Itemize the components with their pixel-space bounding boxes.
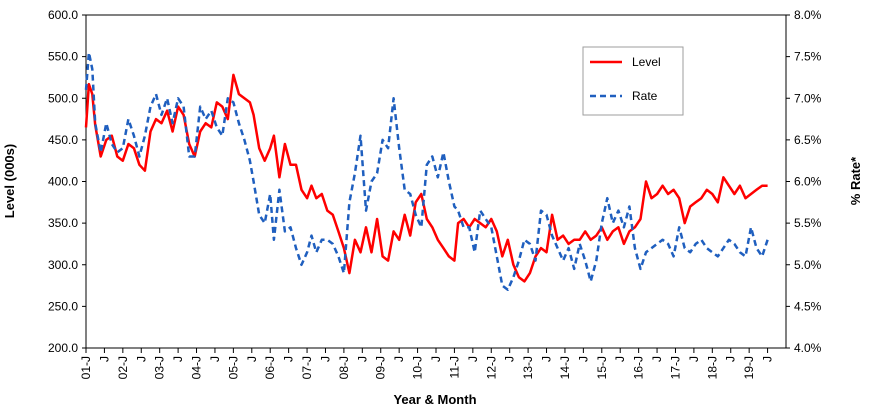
right-tick-label: 5.0% bbox=[794, 258, 822, 272]
x-tick-label: J bbox=[687, 356, 701, 362]
x-tick-label: J bbox=[282, 356, 296, 362]
left-axis: 200.0 250.0 300.0 350.0 400.0 450.0 500.0 550.0… bbox=[48, 8, 86, 355]
left-axis-title: Level (000s) bbox=[2, 144, 17, 218]
x-tick-label: 06-J bbox=[263, 356, 277, 379]
x-axis-title: Year & Month bbox=[393, 392, 476, 407]
left-tick-label: 500.0 bbox=[48, 91, 78, 105]
left-tick-label: 350.0 bbox=[48, 216, 78, 230]
x-tick-label: 05-J bbox=[226, 356, 240, 379]
right-axis: 4.0% 4.5% 5.0% 5.5% 6.0% 6.5% 7.0% 7.5% 8.0% bbox=[786, 8, 822, 355]
x-tick-label: J bbox=[208, 356, 222, 362]
right-tick-label: 8.0% bbox=[794, 8, 822, 22]
right-tick-label: 4.0% bbox=[794, 341, 822, 355]
x-tick-label: J bbox=[613, 356, 627, 362]
x-tick-label: 03-J bbox=[153, 356, 167, 379]
x-tick-label: J bbox=[540, 356, 554, 362]
left-tick-label: 400.0 bbox=[48, 175, 78, 189]
left-tick-label: 250.0 bbox=[48, 299, 78, 313]
x-tick-label: 09-J bbox=[374, 356, 388, 379]
x-tick-label: 04-J bbox=[190, 356, 204, 379]
x-tick-label: 07-J bbox=[300, 356, 314, 379]
x-tick-label: 14-J bbox=[558, 356, 572, 379]
legend-level-label: Level bbox=[632, 55, 661, 69]
x-tick-label: J bbox=[503, 356, 517, 362]
left-tick-label: 300.0 bbox=[48, 258, 78, 272]
right-tick-label: 7.0% bbox=[794, 91, 822, 105]
x-tick-label: J bbox=[429, 356, 443, 362]
right-tick-label: 6.5% bbox=[794, 133, 822, 147]
x-tick-label: J bbox=[134, 356, 148, 362]
x-tick-label: 02-J bbox=[116, 356, 130, 379]
series-line-rate bbox=[84, 51, 769, 291]
left-tick-label: 450.0 bbox=[48, 133, 78, 147]
x-tick-label: 11-J bbox=[447, 356, 461, 378]
x-tick-label: 19-J bbox=[742, 356, 756, 379]
x-tick-label: J bbox=[761, 356, 775, 362]
x-tick-label: 15-J bbox=[595, 356, 609, 379]
x-tick-label: 01-J bbox=[79, 356, 93, 379]
x-tick-label: J bbox=[650, 356, 664, 362]
x-tick-label: J bbox=[318, 356, 332, 362]
x-tick-label: 08-J bbox=[337, 356, 351, 379]
x-tick-label: 12-J bbox=[484, 356, 498, 379]
x-tick-label: J bbox=[466, 356, 480, 362]
right-tick-label: 7.5% bbox=[794, 50, 822, 64]
x-tick-label: 16-J bbox=[632, 356, 646, 379]
series-layer bbox=[84, 51, 769, 291]
x-tick-label: J bbox=[97, 356, 111, 362]
x-axis: 01-J J 02-J J 03-J J 04-J J 05-J J 06-J J 07-J J 08-J J… bbox=[79, 348, 775, 379]
right-tick-label: 4.5% bbox=[794, 299, 822, 313]
legend-box bbox=[582, 46, 684, 116]
right-tick-label: 5.5% bbox=[794, 216, 822, 230]
x-tick-label: 18-J bbox=[705, 356, 719, 379]
x-tick-label: J bbox=[245, 356, 259, 362]
left-tick-label: 550.0 bbox=[48, 50, 78, 64]
left-tick-label: 200.0 bbox=[48, 341, 78, 355]
x-tick-label: 10-J bbox=[411, 356, 425, 379]
x-tick-label: J bbox=[355, 356, 369, 362]
x-tick-label: J bbox=[576, 356, 590, 362]
legend-rate-label: Rate bbox=[632, 89, 658, 103]
left-tick-label: 600.0 bbox=[48, 8, 78, 22]
right-tick-label: 6.0% bbox=[794, 175, 822, 189]
x-tick-label: J bbox=[171, 356, 185, 362]
x-tick-label: J bbox=[724, 356, 738, 362]
x-tick-label: J bbox=[392, 356, 406, 362]
x-tick-label: 17-J bbox=[668, 356, 682, 379]
right-axis-title: % Rate* bbox=[848, 156, 863, 205]
x-tick-label: 13-J bbox=[521, 356, 535, 379]
legend: Level Rate bbox=[582, 46, 684, 116]
